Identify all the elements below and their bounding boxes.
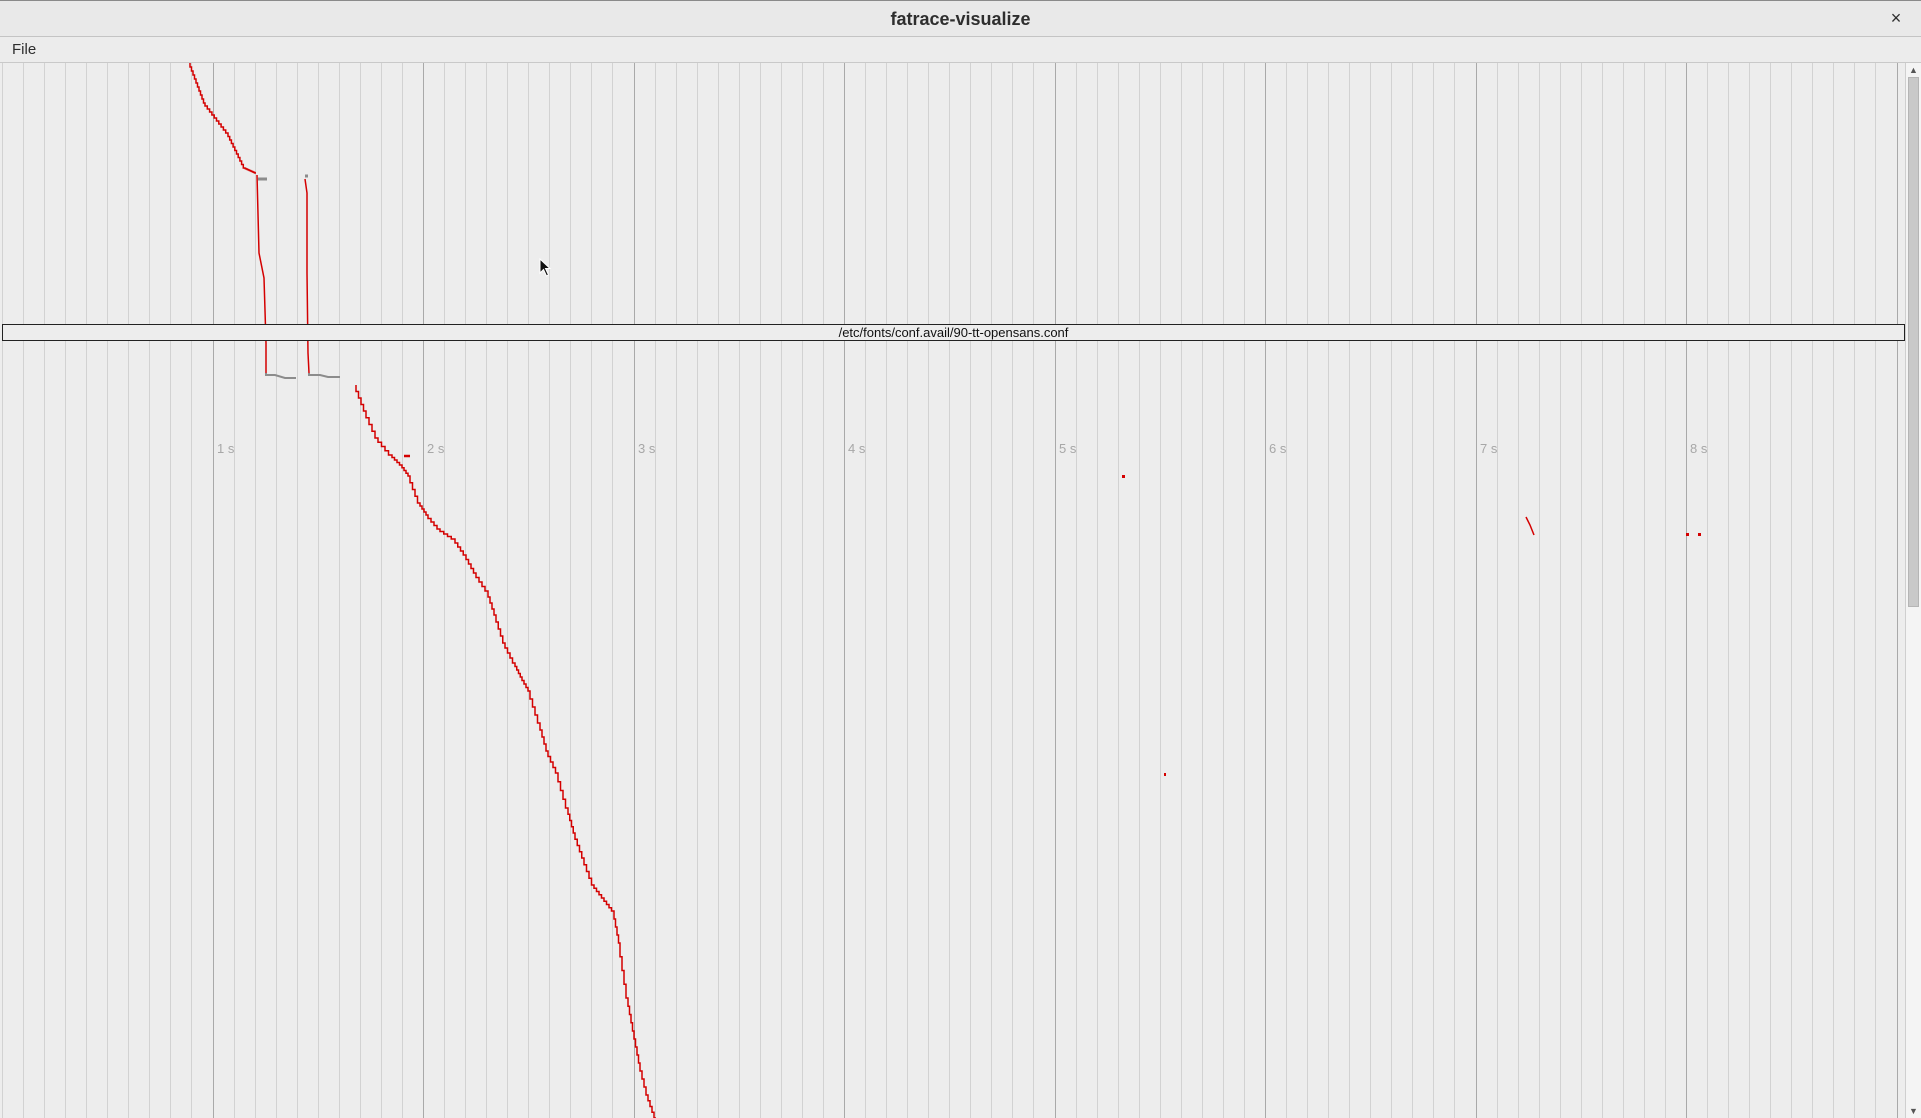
window-title: fatrace-visualize: [890, 9, 1031, 29]
timeline-canvas[interactable]: 1 s 2 s 3 s 4 s 5 s 6 s 7 s 8 s /etc/fonts/conf…: [0, 63, 1905, 1118]
scroll-up-arrow-icon[interactable]: ▲: [1909, 65, 1918, 75]
event-trace: [256, 174, 267, 373]
event-mark: [1122, 475, 1125, 478]
time-tick-label: 4 s: [848, 441, 866, 456]
time-tick-label: 2 s: [427, 441, 445, 456]
event-mark: [1164, 773, 1166, 776]
event-trace: [355, 385, 656, 1118]
time-tick-label: 6 s: [1269, 441, 1287, 456]
mouse-pointer-icon: [539, 258, 552, 277]
event-mark: [1698, 533, 1701, 536]
event-mark: [1686, 533, 1689, 536]
time-tick-label: 8 s: [1690, 441, 1708, 456]
file-path-hover-label: /etc/fonts/conf.avail/90-tt-opensans.con…: [2, 324, 1905, 341]
vertical-scrollbar[interactable]: ▲ ▼: [1905, 63, 1921, 1118]
scrollbar-thumb[interactable]: [1908, 77, 1919, 607]
scroll-down-arrow-icon[interactable]: ▼: [1909, 1106, 1918, 1116]
event-trace: [1525, 516, 1535, 536]
time-tick-label: 1 s: [217, 441, 235, 456]
held-open-bar: [308, 373, 340, 378]
close-button[interactable]: ×: [1890, 8, 1902, 28]
timeline-grid: 1 s 2 s 3 s 4 s 5 s 6 s 7 s 8 s: [2, 63, 1898, 1118]
menu-bar: File: [0, 37, 1921, 63]
time-tick-label: 7 s: [1480, 441, 1498, 456]
event-trace: [304, 178, 310, 374]
menu-file[interactable]: File: [12, 41, 37, 58]
held-open-bar: [265, 373, 296, 379]
title-bar: fatrace-visualize ×: [0, 0, 1921, 37]
event-trace: [189, 63, 256, 174]
time-tick-label: 3 s: [638, 441, 656, 456]
time-tick-label: 5 s: [1059, 441, 1077, 456]
file-access-events: [189, 63, 1701, 1118]
